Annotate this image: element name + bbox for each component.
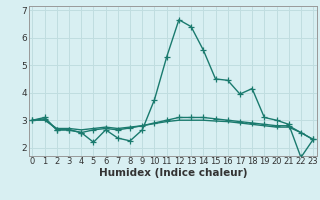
X-axis label: Humidex (Indice chaleur): Humidex (Indice chaleur)	[99, 168, 247, 178]
